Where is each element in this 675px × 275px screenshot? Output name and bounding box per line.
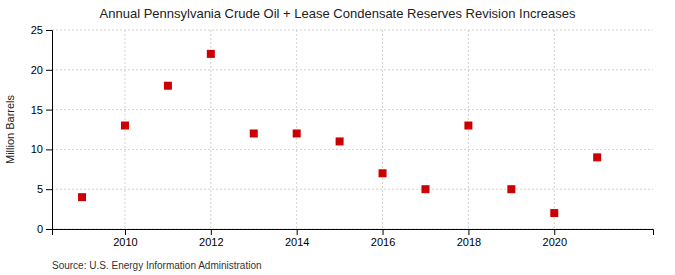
y-tick: 20 [31,64,52,76]
x-tick: 2016 [371,229,395,248]
x-tick: 2010 [113,229,137,248]
y-tick-label: 5 [37,183,43,195]
y-tick-label: 15 [31,104,43,116]
chart-svg: 2010 2012 2014 2016 2018 2020 0 5 10 15 20 25 Annual… [0,0,675,275]
y-tick: 15 [31,104,52,116]
y-tick: 25 [31,24,52,36]
x-tick-mark [297,229,298,235]
point [593,153,601,161]
point [164,82,172,90]
x-axis: 2010 2012 2014 2016 2018 2020 [53,229,654,248]
y-tick-label: 0 [37,223,43,235]
x-grid-line [382,30,383,229]
x-tick-label: 2014 [285,236,309,248]
x-tick-mark [554,229,555,235]
y-axis-label: Million Barrels [4,94,16,164]
y-grid-line [52,189,653,190]
x-tick-label: 2020 [543,236,567,248]
x-tick-label: 2010 [113,236,137,248]
y-tick-mark [46,229,52,230]
x-tick-label: 2016 [371,236,395,248]
point [507,185,515,193]
x-axis-line [53,230,654,236]
y-grid-line [52,69,653,70]
y-axis: 0 5 10 15 20 25 [31,24,53,235]
point [336,137,344,145]
x-tick-mark [125,229,126,235]
y-tick-mark [46,189,52,190]
x-tick-label: 2018 [457,236,481,248]
x-tick: 2020 [543,229,567,248]
grid [52,30,653,229]
y-grid-line [52,30,653,31]
point [550,209,558,217]
y-grid-line [52,109,653,110]
point [379,169,387,177]
x-grid-line [554,30,555,229]
x-tick-mark [468,229,469,235]
y-tick: 5 [37,183,52,195]
y-tick-mark [46,30,52,31]
y-tick-label: 10 [31,143,43,155]
x-tick-mark [383,229,384,235]
x-grid-line [210,30,211,229]
y-tick-mark [46,110,52,111]
point [78,193,86,201]
y-tick-mark [46,70,52,71]
points [78,50,601,217]
x-tick-label: 2012 [199,236,223,248]
point [121,122,129,130]
title: Annual Pennsylvania Crude Oil + Lease Co… [100,6,576,21]
y-tick-mark [46,149,52,150]
point [293,129,301,137]
y-grid-line [52,149,653,150]
point [464,122,472,130]
plot: 2010 2012 2014 2016 2018 2020 0 5 10 15 20 25 [31,24,654,248]
y-tick: 10 [31,143,52,155]
x-tick: 2014 [285,229,309,248]
point [250,129,258,137]
x-tick-mark [211,229,212,235]
x-tick: 2012 [199,229,223,248]
y-tick: 0 [37,223,52,235]
point [421,185,429,193]
y-axis-line [46,31,53,230]
y-tick-label: 20 [31,64,43,76]
source-note: Source: U.S. Energy Information Administ… [52,260,262,271]
y-tick-label: 25 [31,24,43,36]
chart-container: 2010 2012 2014 2016 2018 2020 0 5 10 15 20 25 Annual… [0,0,675,275]
x-tick: 2018 [457,229,481,248]
point [207,50,215,58]
